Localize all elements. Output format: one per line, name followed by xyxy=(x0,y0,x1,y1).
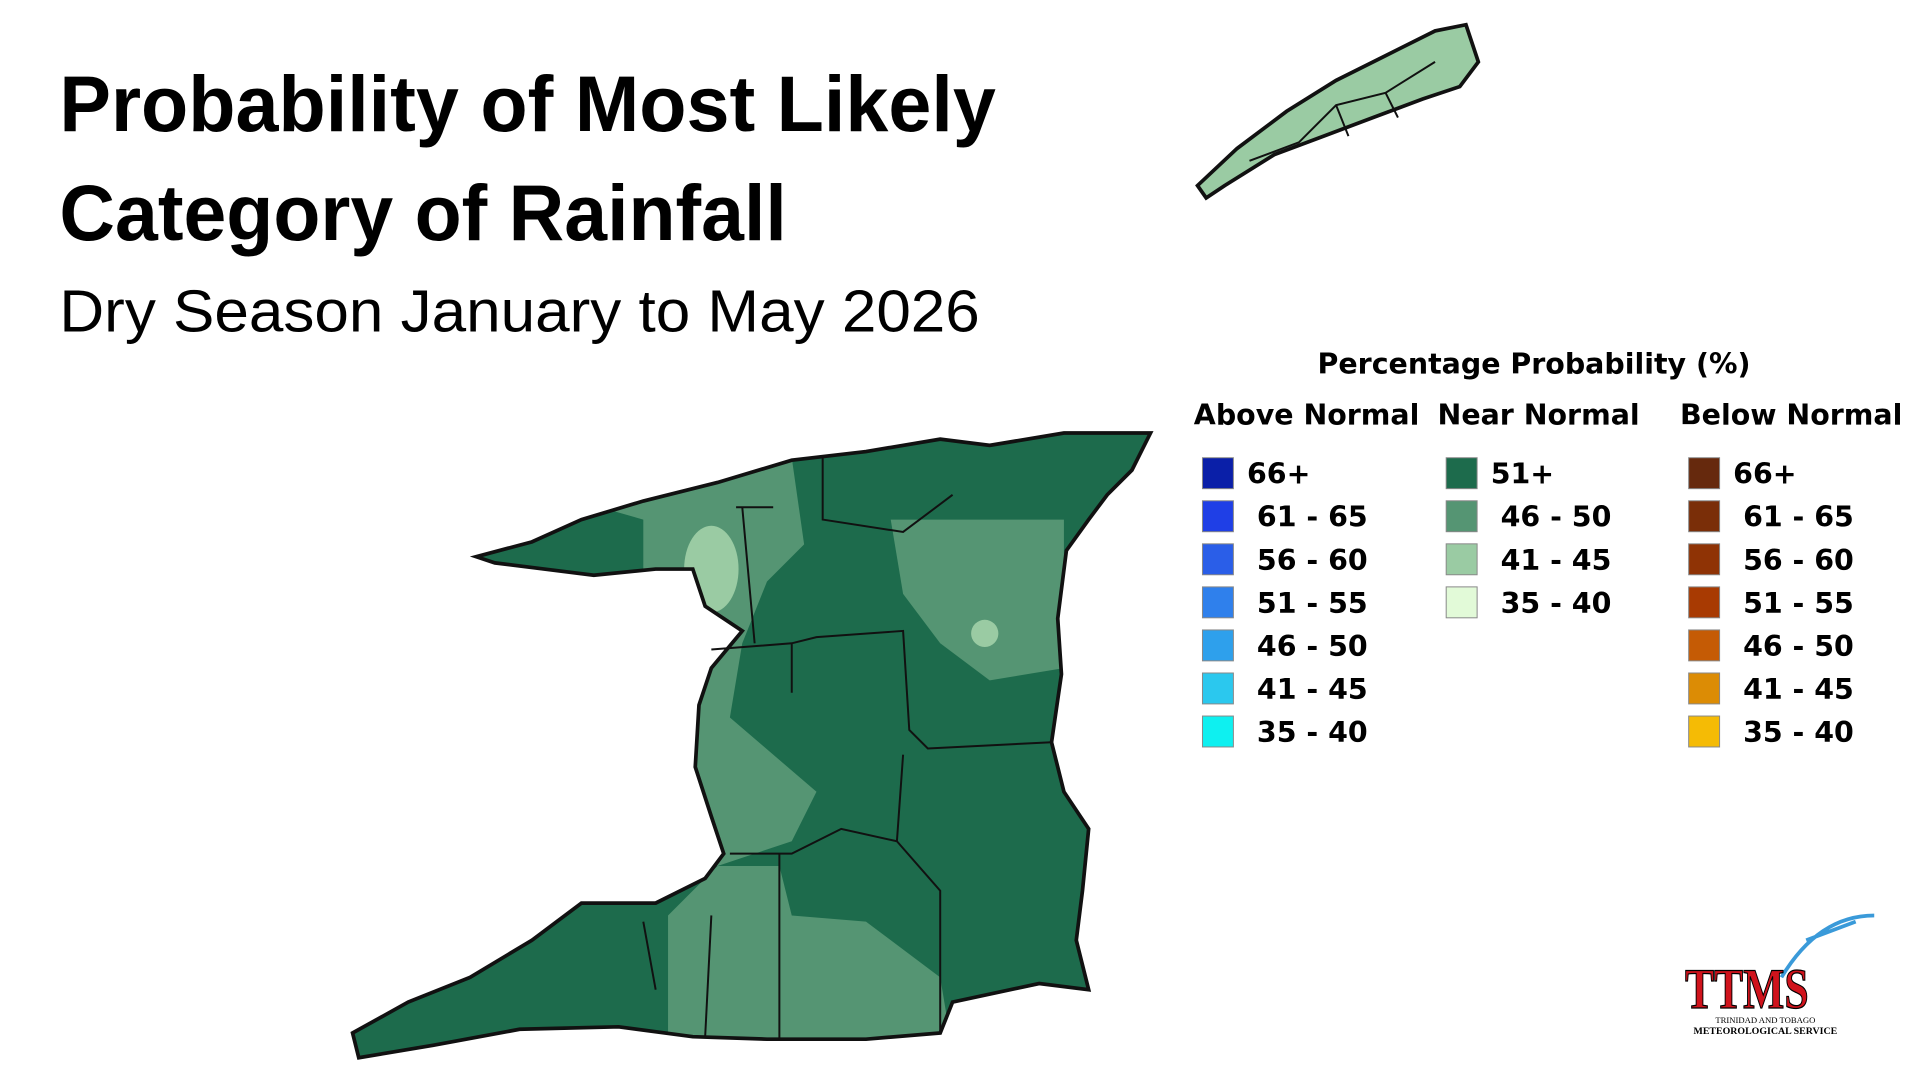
legend-label: 46 - 50 xyxy=(1743,630,1854,663)
legend-label: 56 - 60 xyxy=(1257,544,1368,577)
legend-swatch xyxy=(1688,672,1721,705)
legend-swatch xyxy=(1445,457,1478,490)
legend-swatch xyxy=(1201,457,1234,490)
legend-swatch xyxy=(1201,500,1234,533)
logo-name: TTMS xyxy=(1685,958,1809,1021)
map-region xyxy=(971,619,999,648)
legend-swatch xyxy=(1445,543,1478,576)
legend-swatch xyxy=(1688,629,1721,662)
legend-swatch xyxy=(1688,715,1721,748)
title-line: Probability of Most Likely xyxy=(59,59,995,148)
legend-label: 51+ xyxy=(1491,458,1554,491)
legend-swatch xyxy=(1201,715,1234,748)
legend-swatch xyxy=(1688,457,1721,490)
legend-heading: Above Normal xyxy=(1194,398,1420,431)
legend-swatch xyxy=(1201,543,1234,576)
legend-label: 61 - 65 xyxy=(1743,501,1854,534)
logo-swoosh xyxy=(1779,913,1875,979)
subtitle: Dry Season January to May 2026 xyxy=(59,278,979,345)
legend-label: 35 - 40 xyxy=(1743,716,1854,749)
legend-label: 51 - 55 xyxy=(1743,587,1854,620)
legend-swatch xyxy=(1445,500,1478,533)
legend-label: 35 - 40 xyxy=(1257,716,1368,749)
legend-label: 41 - 45 xyxy=(1501,544,1612,577)
legend-swatch xyxy=(1688,586,1721,619)
legend-swatch xyxy=(1201,629,1234,662)
logo-line: METEOROLOGICAL SERVICE xyxy=(1694,1026,1838,1037)
legend-swatch xyxy=(1445,586,1478,619)
legend-swatch xyxy=(1688,500,1721,533)
legend: Above Normal 66+ 61 - 65 56 - 60 51 - 55 46 -… xyxy=(1194,398,1903,749)
legend-title: Percentage Probability (%) xyxy=(1318,348,1751,381)
region-boundary xyxy=(1249,61,1436,162)
coastline xyxy=(350,431,1154,1060)
logo: TTMS TRINIDAD AND TOBAGO METEOROLOGICAL … xyxy=(1684,913,1875,1037)
legend-label: 35 - 40 xyxy=(1501,587,1612,620)
tobago-map xyxy=(1195,22,1481,201)
map-region xyxy=(890,519,1064,681)
legend-label: 61 - 65 xyxy=(1257,501,1368,534)
map-region xyxy=(668,865,953,1052)
legend-swatch xyxy=(1201,672,1234,705)
legend-label: 41 - 45 xyxy=(1257,673,1368,706)
legend-label: 46 - 50 xyxy=(1501,501,1612,534)
legend-label: 46 - 50 xyxy=(1257,630,1368,663)
legend-heading: Near Normal xyxy=(1438,398,1640,431)
legend-label: 66+ xyxy=(1733,458,1796,491)
legend-label: 51 - 55 xyxy=(1257,587,1368,620)
legend-label: 56 - 60 xyxy=(1743,544,1854,577)
title-line: Category of Rainfall xyxy=(59,168,786,257)
region-boundary xyxy=(642,457,1052,1040)
legend-heading: Below Normal xyxy=(1680,398,1902,431)
logo-line: TRINIDAD AND TOBAGO xyxy=(1715,1015,1815,1025)
legend-swatch xyxy=(1201,586,1234,619)
legend-label: 41 - 45 xyxy=(1743,673,1854,706)
legend-label: 66+ xyxy=(1247,458,1310,491)
trinidad-map xyxy=(350,431,1154,1060)
legend-swatch xyxy=(1688,543,1721,576)
